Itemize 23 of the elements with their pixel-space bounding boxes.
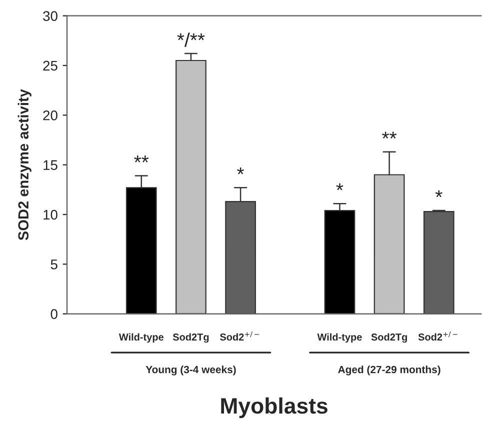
- data-label: */**: [177, 32, 205, 47]
- x-tick-label: Wild-type: [317, 333, 362, 343]
- data-label: *: [237, 167, 244, 174]
- x-tick-label: Sod2Tg: [371, 333, 407, 343]
- x-tick-label: Wild-type: [118, 333, 164, 343]
- y-tick-label: 20: [43, 110, 58, 120]
- x-tick-label: Sod2$^{+/−}$: [418, 332, 458, 341]
- x-tick-label: Sod2$^{+/−}$: [220, 332, 259, 341]
- y-tick-label: 25: [43, 60, 58, 71]
- y-tick-label: 30: [43, 11, 58, 21]
- text: Aged (27-29 months): [338, 366, 440, 376]
- data-label: **: [382, 132, 397, 139]
- x-axis-title: Myoblasts: [221, 397, 328, 418]
- y-axis-title: SOD2 enzyme activity: [18, 89, 32, 240]
- y-tick-label: 10: [44, 210, 58, 220]
- text: Young (3-4 weeks): [146, 366, 236, 376]
- data-label: *: [336, 183, 344, 190]
- x-tick-label: Sod2Tg: [172, 333, 209, 343]
- data-label: *: [435, 190, 442, 198]
- y-tick-label: 5: [50, 260, 58, 270]
- data-label: **: [134, 156, 149, 162]
- y-tick-label: 15: [44, 160, 58, 170]
- y-tick-label: 0: [50, 309, 58, 320]
